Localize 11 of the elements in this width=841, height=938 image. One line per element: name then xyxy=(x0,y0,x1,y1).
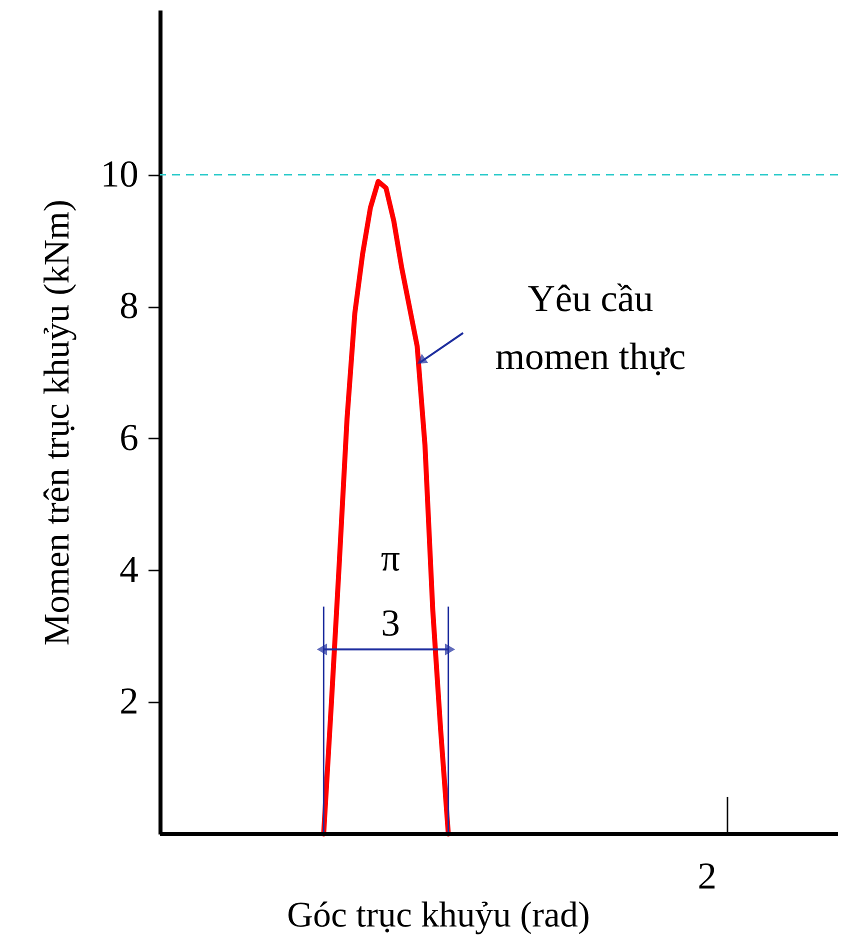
y-tick-label: 6 xyxy=(120,416,138,459)
y-tick-label: 2 xyxy=(120,680,138,723)
y-axis-title: Momen trên trục khuỷu (kNm) xyxy=(36,200,76,646)
annotation: 3 xyxy=(381,602,400,645)
annotation: π xyxy=(380,538,400,580)
y-tick-label: 8 xyxy=(120,285,138,328)
annotation: Yêu cầu momen thực xyxy=(495,278,686,378)
text: 2 xyxy=(698,856,717,898)
y-tick-label: 4 xyxy=(120,548,138,591)
y-tick-label: 10 xyxy=(100,153,138,196)
x-axis-title: Góc trục khuỷu (rad) xyxy=(287,894,590,934)
